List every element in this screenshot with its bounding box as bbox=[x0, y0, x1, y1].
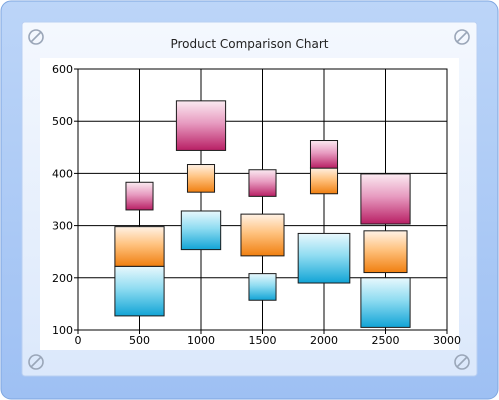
chart-title: Product Comparison Chart bbox=[170, 37, 329, 51]
box-blue[interactable] bbox=[360, 277, 411, 328]
y-tick-label: 200 bbox=[52, 272, 73, 285]
y-tick-label: 400 bbox=[52, 167, 73, 180]
x-tick-label: 2000 bbox=[310, 334, 338, 347]
x-tick-label: 1500 bbox=[249, 334, 277, 347]
y-tick-label: 500 bbox=[52, 115, 73, 128]
box-pink[interactable] bbox=[248, 169, 277, 197]
y-tick-label: 300 bbox=[52, 220, 73, 233]
box-blue[interactable] bbox=[248, 273, 277, 301]
box-blue[interactable] bbox=[180, 210, 222, 251]
box-orange[interactable] bbox=[186, 164, 216, 193]
y-tick-label: 600 bbox=[52, 63, 73, 76]
box-orange[interactable] bbox=[114, 226, 165, 267]
screw-icon-bottom-right bbox=[454, 354, 470, 370]
box-pink[interactable] bbox=[360, 173, 411, 225]
x-tick-label: 2500 bbox=[372, 334, 400, 347]
box-orange[interactable] bbox=[240, 213, 285, 257]
data-boxes bbox=[114, 100, 411, 328]
x-tick-label: 3000 bbox=[433, 334, 461, 347]
box-orange[interactable] bbox=[309, 167, 339, 195]
box-pink[interactable] bbox=[309, 140, 339, 169]
box-blue[interactable] bbox=[114, 265, 165, 317]
box-pink[interactable] bbox=[125, 181, 154, 211]
box-orange[interactable] bbox=[363, 230, 408, 274]
screw-icon-bottom-left bbox=[28, 354, 44, 370]
x-tick-label: 1000 bbox=[187, 334, 215, 347]
screw-icon-top-left bbox=[28, 29, 44, 45]
box-pink[interactable] bbox=[175, 100, 227, 151]
y-tick-label: 100 bbox=[52, 324, 73, 337]
x-tick-label: 0 bbox=[75, 334, 82, 347]
screw-icon-top-right bbox=[454, 29, 470, 45]
axes: 0 500 1000 1500 2000 2500 3000 100 200 300 400 500 6… bbox=[52, 63, 461, 347]
box-blue[interactable] bbox=[297, 232, 351, 284]
x-tick-label: 500 bbox=[129, 334, 150, 347]
